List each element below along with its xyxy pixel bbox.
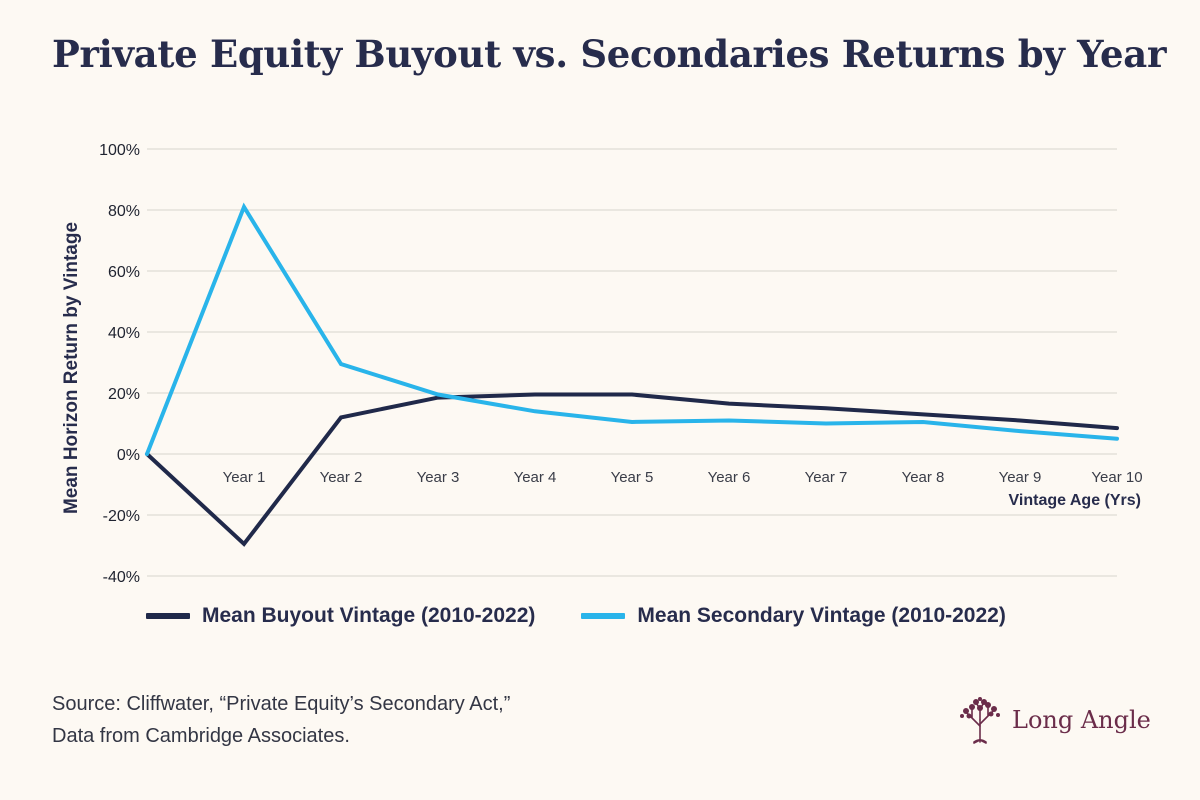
brand-name: Long Angle — [1012, 706, 1151, 734]
series-line-buyout — [145, 392, 1119, 547]
source-note: Source: Cliffwater, “Private Equity’s Se… — [52, 688, 510, 752]
legend-swatch-secondary — [581, 613, 626, 619]
legend-item-buyout: Mean Buyout Vintage (2010-2022) — [146, 604, 535, 628]
y-tick-label: 80% — [108, 203, 140, 220]
series-line-secondary — [145, 202, 1119, 456]
x-tick-label: Year 4 — [514, 469, 557, 486]
x-tick-label: Year 5 — [611, 469, 654, 486]
legend-swatch-buyout — [146, 613, 190, 619]
legend-label-buyout: Mean Buyout Vintage (2010-2022) — [202, 604, 536, 627]
y-tick-label: 60% — [108, 264, 140, 281]
y-tick-label: 100% — [99, 142, 140, 159]
y-tick-label: -40% — [103, 569, 140, 586]
x-tick-label: Year 1 — [223, 469, 266, 486]
x-tick-label: Year 7 — [805, 469, 848, 486]
x-tick-label: Year 2 — [320, 469, 363, 486]
legend: Mean Buyout Vintage (2010-2022) Mean Sec… — [146, 604, 1052, 628]
x-tick-label: Year 3 — [417, 469, 460, 486]
x-tick-label: Year 6 — [708, 469, 751, 486]
source-line-2: Data from Cambridge Associates. — [52, 725, 350, 747]
x-tick-label: Year 8 — [902, 469, 945, 486]
y-tick-label: 0% — [117, 447, 140, 464]
source-line-1: Source: Cliffwater, “Private Equity’s Se… — [52, 693, 511, 715]
y-axis-label: Mean Horizon Return by Vintage — [61, 222, 82, 514]
x-tick-label: Year 10 — [1091, 469, 1142, 486]
tree-icon — [960, 697, 1000, 744]
x-tick-label: Year 9 — [999, 469, 1042, 486]
brand-logo: Long Angle — [958, 696, 1151, 744]
y-tick-label: 20% — [108, 386, 140, 403]
x-axis-label: Vintage Age (Yrs) — [1009, 492, 1141, 509]
legend-label-secondary: Mean Secondary Vintage (2010-2022) — [637, 604, 1006, 627]
legend-item-secondary: Mean Secondary Vintage (2010-2022) — [581, 604, 1006, 628]
y-tick-label: -20% — [103, 508, 140, 525]
y-tick-label: 40% — [108, 325, 140, 342]
chart-title: Private Equity Buyout vs. Secondaries Re… — [52, 32, 1167, 76]
